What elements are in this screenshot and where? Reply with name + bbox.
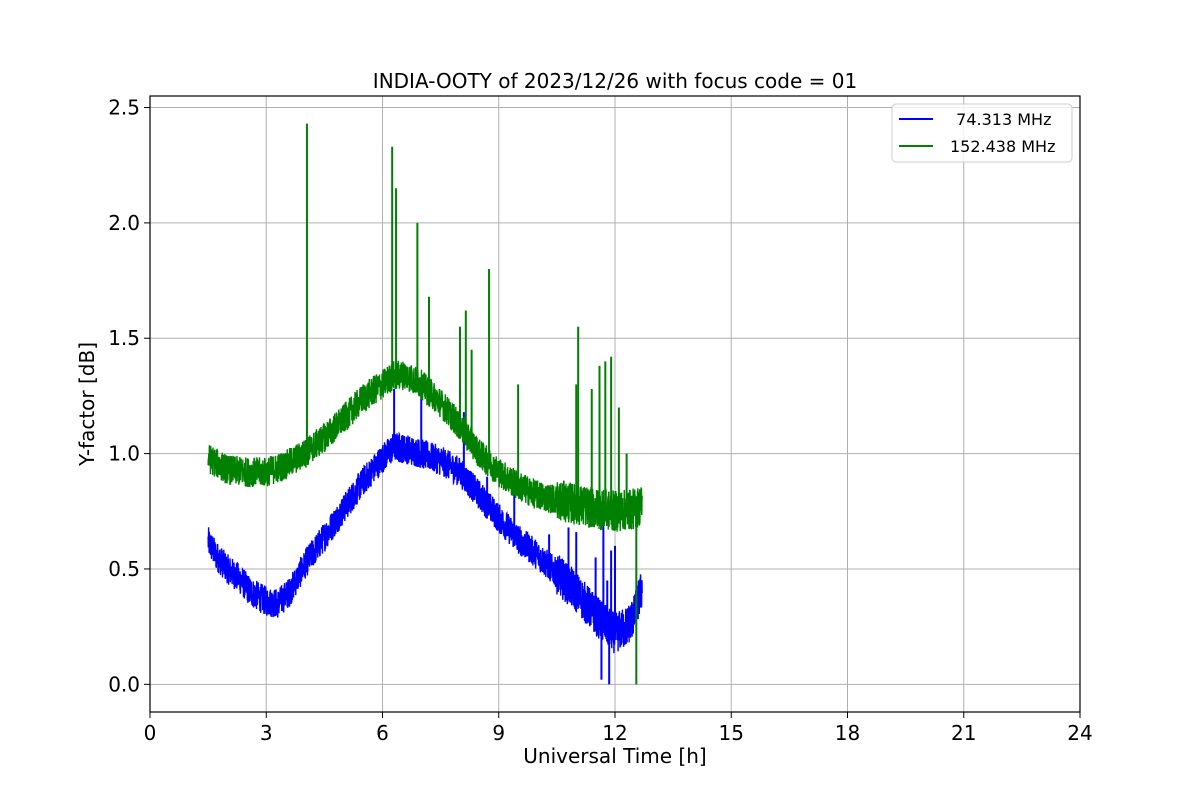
x-tick-label: 3 <box>260 721 273 745</box>
y-tick-label: 1.5 <box>108 326 140 350</box>
chart-title: INDIA-OOTY of 2023/12/26 with focus code… <box>373 69 857 93</box>
x-tick-label: 12 <box>602 721 627 745</box>
y-axis-ticks: 0.0 0.5 1.0 1.5 2.0 2.5 <box>108 96 150 696</box>
legend-label-152mhz: 152.438 MHz <box>950 137 1055 156</box>
y-axis-label: Y-factor [dB] <box>75 342 99 467</box>
y-tick-label: 2.0 <box>108 211 140 235</box>
x-tick-label: 6 <box>376 721 389 745</box>
x-tick-label: 15 <box>719 721 744 745</box>
x-tick-label: 0 <box>144 721 157 745</box>
y-tick-label: 0.0 <box>108 672 140 696</box>
x-axis-ticks: 0 3 6 9 12 15 18 21 24 <box>144 712 1093 745</box>
y-tick-label: 1.0 <box>108 442 140 466</box>
series-line <box>207 360 643 532</box>
x-tick-label: 24 <box>1067 721 1092 745</box>
series-line <box>207 431 643 654</box>
series-1 <box>207 123 643 685</box>
legend-box <box>891 103 1073 163</box>
series-layer <box>207 123 643 685</box>
x-tick-label: 9 <box>492 721 505 745</box>
x-tick-label: 21 <box>951 721 976 745</box>
y-tick-label: 0.5 <box>108 557 140 581</box>
x-tick-label: 18 <box>835 721 860 745</box>
series-0 <box>207 389 643 685</box>
y-tick-label: 2.5 <box>108 96 140 120</box>
x-axis-label: Universal Time [h] <box>523 744 706 768</box>
legend: 74.313 MHz 152.438 MHz <box>891 103 1073 163</box>
legend-label-74mhz: 74.313 MHz <box>946 110 1051 129</box>
